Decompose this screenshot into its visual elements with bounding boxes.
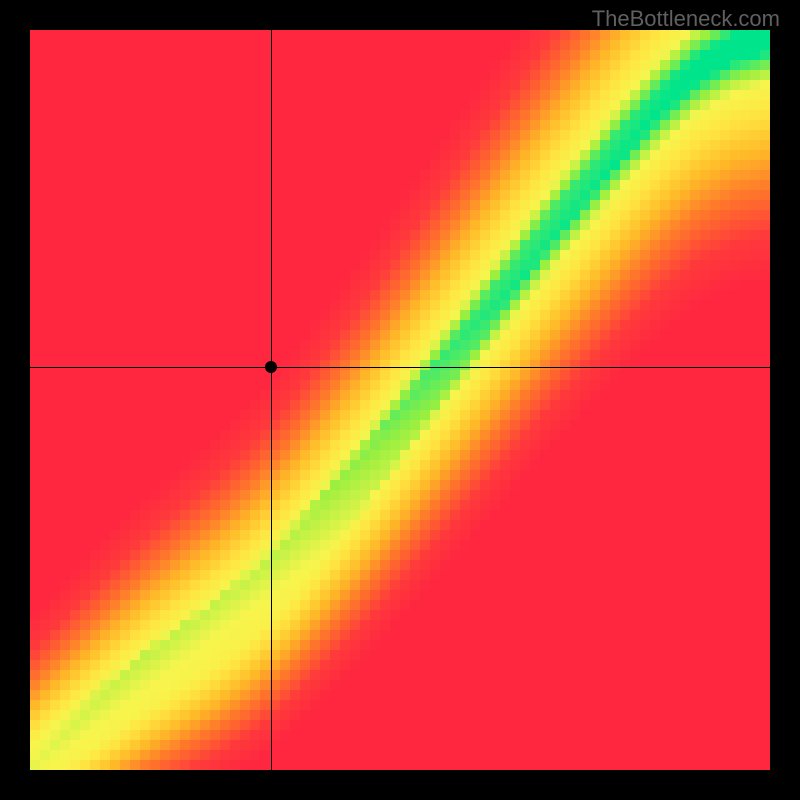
chart-container: TheBottleneck.com	[0, 0, 800, 800]
plot-frame	[30, 30, 770, 770]
crosshair-vertical	[271, 30, 272, 770]
watermark-text: TheBottleneck.com	[592, 6, 780, 32]
crosshair-horizontal	[30, 367, 770, 368]
marker-dot	[265, 361, 277, 373]
heatmap-canvas	[30, 30, 770, 770]
